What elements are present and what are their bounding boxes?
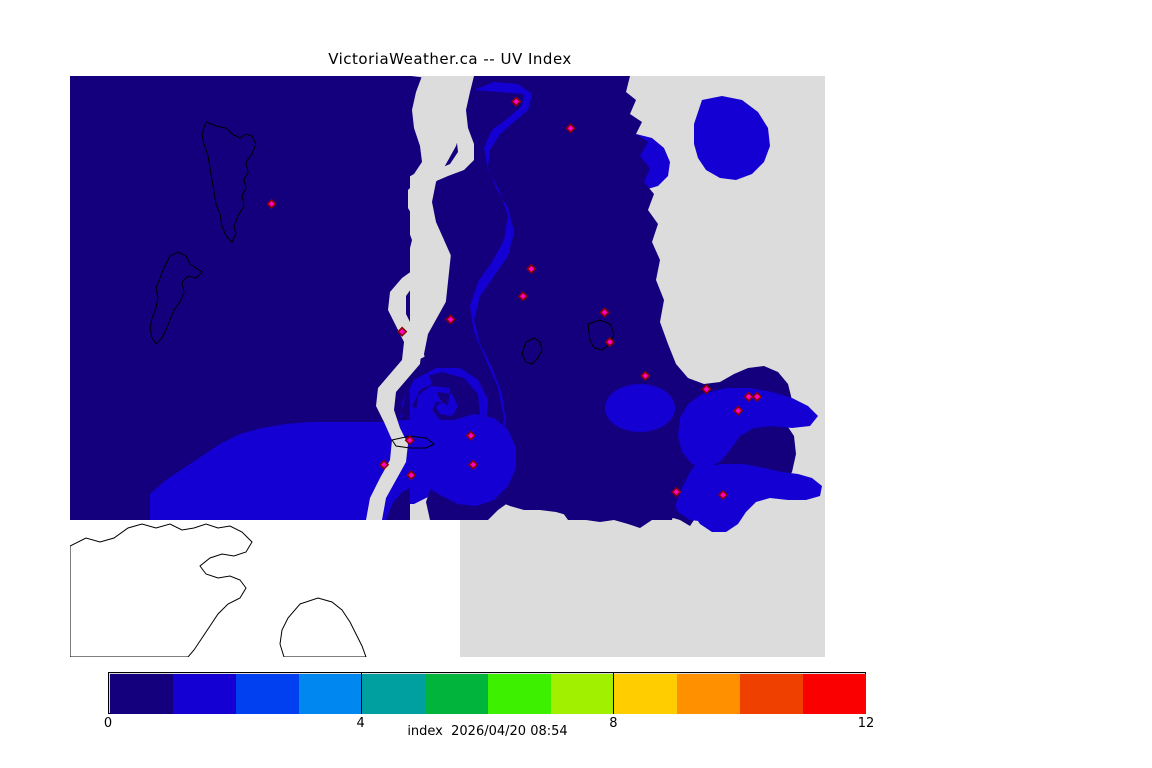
colorbar-swatch-8-9 [614, 674, 677, 714]
water-and-land [70, 76, 818, 520]
colorbar-frame [108, 672, 866, 714]
colorbar-swatch-5-6 [425, 674, 488, 714]
colorbar-swatches [110, 674, 866, 714]
station-marker[interactable] [517, 291, 529, 302]
uvband-2-southwest-lobe [150, 414, 516, 520]
colorbar-container: 0 4 8 12 [104, 672, 880, 734]
land-masks [366, 76, 474, 520]
station-marker[interactable] [751, 391, 763, 402]
station-marker[interactable] [526, 263, 537, 275]
station-markers-layer [266, 96, 763, 501]
uv-band-1-2-lobe-east [690, 464, 822, 532]
station-marker[interactable] [445, 314, 456, 325]
station-marker[interactable] [717, 489, 729, 501]
colorbar-swatch-4-5 [362, 674, 425, 714]
station-marker[interactable] [565, 123, 576, 134]
colorbar-tick-label-4: 4 [356, 716, 365, 731]
station-marker[interactable] [378, 459, 390, 470]
colorbar-tick-label-12: 12 [857, 716, 875, 731]
uvband-2-south-patch [605, 384, 675, 432]
island-outline-centre-small-a [521, 337, 543, 365]
station-marker[interactable] [266, 198, 277, 209]
colorbar-swatch-11-12 [803, 674, 866, 714]
station-marker[interactable] [406, 470, 417, 481]
colorbar-tick-8 [613, 672, 615, 714]
coast-outline-south-b [279, 597, 367, 657]
colorbar-swatch-9-10 [677, 674, 740, 714]
colorbar-swatch-10-11 [740, 674, 803, 714]
uvband-2-east-lobe [678, 388, 818, 468]
nodata-region-layer [70, 520, 460, 657]
colorbar-swatch-2-3 [236, 674, 299, 714]
station-marker[interactable] [743, 391, 754, 402]
coastline-outlines [70, 121, 615, 657]
weather-map-panel[interactable] [70, 76, 825, 657]
island-outline-upper-left [201, 121, 257, 243]
coast-outline-south-a [70, 523, 253, 657]
land-mask-west [366, 76, 474, 520]
uv-index-map[interactable] [70, 76, 825, 657]
colorbar-swatch-6-7 [488, 674, 551, 714]
nodata-region [70, 520, 460, 657]
colorbar-swatch-7-8 [551, 674, 614, 714]
station-marker[interactable] [733, 405, 744, 416]
station-marker[interactable] [640, 370, 651, 381]
colorbar-caption: index 2026/04/20 08:54 [407, 724, 568, 739]
island-outline-elongated [391, 435, 435, 449]
colorbar-tick-4 [360, 672, 362, 714]
uv-band-1-2-extra-layer [672, 462, 822, 532]
island-outline-left-lower [149, 251, 203, 345]
colorbar-swatch-1-2 [173, 674, 236, 714]
station-marker[interactable] [397, 326, 408, 337]
station-marker[interactable] [511, 96, 522, 107]
station-marker[interactable] [599, 307, 610, 318]
station-marker[interactable] [465, 430, 477, 441]
station-marker[interactable] [604, 336, 615, 348]
station-marker[interactable] [404, 435, 415, 446]
uv-band-1-2-region-east [694, 96, 770, 180]
station-marker[interactable] [701, 384, 712, 395]
colorbar-tick-label-8: 8 [609, 716, 618, 731]
station-marker[interactable] [468, 459, 479, 470]
colorbar-swatch-0-1 [110, 674, 173, 714]
colorbar-tick-label-0: 0 [103, 716, 113, 731]
colorbar-swatch-3-4 [299, 674, 362, 714]
page-title: VictoriaWeather.ca -- UV Index [328, 50, 572, 68]
station-marker[interactable] [671, 486, 682, 498]
